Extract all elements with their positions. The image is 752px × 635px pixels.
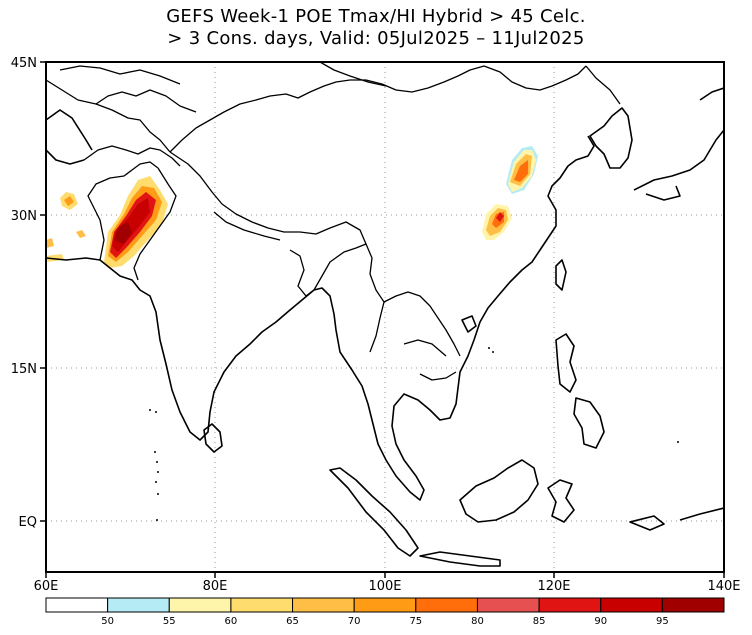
colorbar-label: 95 <box>656 616 669 627</box>
latitude-labels: 45N 30N 15N EQ <box>11 56 37 530</box>
probability-shading <box>46 146 538 268</box>
colorbar-swatch <box>415 597 478 613</box>
shade-pakistan <box>104 176 168 268</box>
colorbar-label: 55 <box>163 616 176 627</box>
colorbar-swatch <box>353 597 417 613</box>
colorbar-swatch <box>230 597 294 613</box>
colorbar-swatch <box>476 597 540 613</box>
colorbar-label: 65 <box>286 616 299 627</box>
shade-iran <box>46 192 86 262</box>
colorbar-label: 70 <box>348 616 361 627</box>
island-dots <box>149 347 679 521</box>
lon-label: 140E <box>707 579 740 594</box>
lon-label: 80E <box>203 579 228 594</box>
colorbar: 50 55 60 65 70 75 80 85 90 95 <box>45 597 725 627</box>
colorbar-label: 75 <box>409 616 422 627</box>
colorbar-label: 85 <box>533 616 546 627</box>
colorbar-swatch <box>661 597 725 613</box>
lat-label: EQ <box>19 515 37 530</box>
lat-label: 15N <box>11 362 37 377</box>
colorbar-label: 80 <box>471 616 484 627</box>
colorbar-label: 90 <box>594 616 607 627</box>
lon-label: 60E <box>34 579 59 594</box>
lon-label: 120E <box>537 579 570 594</box>
colorbar-label: 50 <box>101 616 114 627</box>
colorbar-swatch <box>45 597 109 613</box>
longitude-labels: 60E 80E 100E 120E 140E <box>34 579 741 594</box>
map-title: GEFS Week-1 POE Tmax/HI Hybrid > 45 Celc… <box>0 6 752 50</box>
colorbar-swatch <box>107 597 170 613</box>
colorbar-swatch <box>600 597 663 613</box>
colorbar-swatch <box>168 597 232 613</box>
tick-marks <box>40 61 725 578</box>
title-line-2: > 3 Cons. days, Valid: 05Jul2025 – 11Jul… <box>167 28 585 49</box>
lat-label: 30N <box>11 209 37 224</box>
gridlines <box>46 62 724 572</box>
lat-label: 45N <box>11 56 37 71</box>
lon-label: 100E <box>368 579 401 594</box>
colorbar-swatch <box>538 597 602 613</box>
shade-north-china <box>482 146 538 240</box>
colorbar-label: 60 <box>225 616 238 627</box>
borders <box>46 62 621 381</box>
title-line-1: GEFS Week-1 POE Tmax/HI Hybrid > 45 Celc… <box>166 6 586 27</box>
colorbar-swatch <box>292 597 355 613</box>
coastlines <box>46 87 724 567</box>
